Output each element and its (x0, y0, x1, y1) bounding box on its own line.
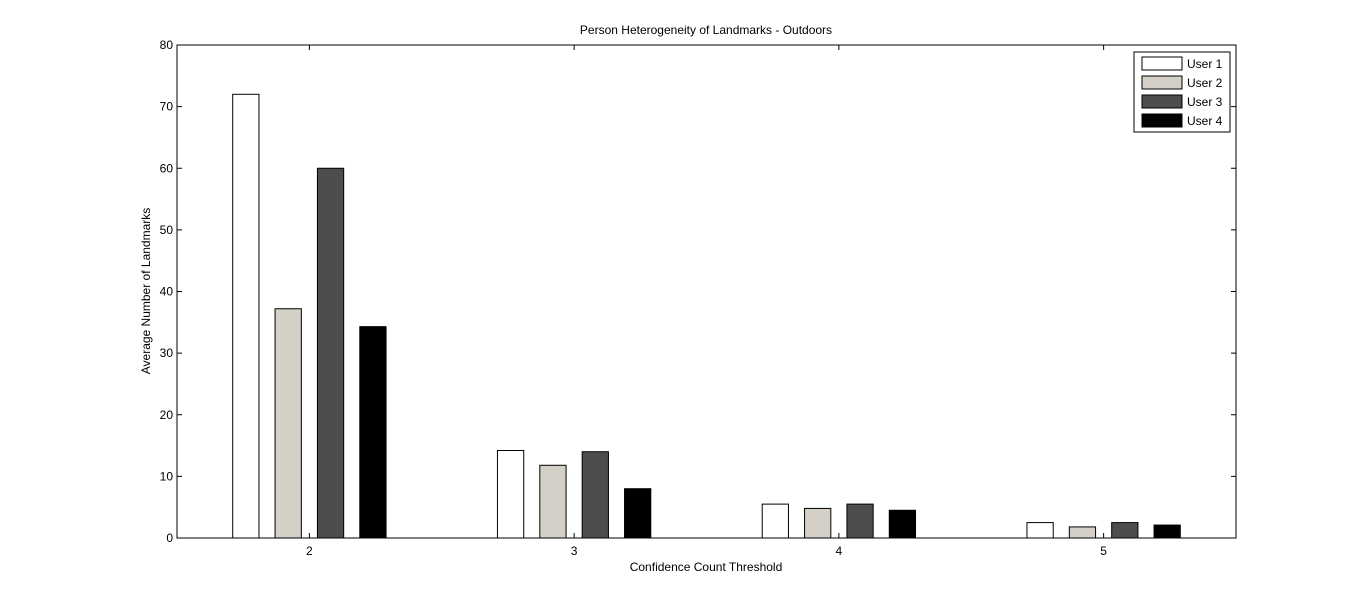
bar-user-4-3 (624, 488, 652, 539)
bar-user-2-5 (1068, 526, 1097, 539)
bars-group (232, 93, 1181, 539)
bar-user-1-5 (1026, 522, 1054, 539)
x-tick-label: 5 (1100, 544, 1107, 558)
bar-user-2-3 (539, 464, 567, 539)
x-axis-label: Confidence Count Threshold (630, 560, 783, 574)
y-tick-label: 70 (160, 100, 174, 114)
bar-user-2-4 (804, 507, 832, 539)
bar-user-1-3 (496, 449, 525, 539)
chart-title: Person Heterogeneity of Landmarks - Outd… (580, 23, 832, 37)
legend-label: User 4 (1187, 114, 1223, 128)
bar-user-4-2 (359, 326, 387, 539)
y-tick-label: 60 (160, 161, 174, 175)
y-tick-label: 40 (160, 285, 174, 299)
legend-label: User 1 (1187, 57, 1223, 71)
legend: User 1 User 2 User 3 User 4 (1133, 51, 1231, 133)
axis-ticks: 0 10 20 30 40 50 60 70 80 2 3 4 5 (160, 38, 1236, 558)
y-tick-label: 80 (160, 38, 174, 52)
legend-swatch (1141, 113, 1183, 128)
bar-user-3-2 (316, 167, 345, 539)
y-tick-label: 10 (160, 469, 174, 483)
x-tick-label: 2 (306, 544, 313, 558)
bar-user-1-4 (761, 503, 789, 539)
x-tick-label: 4 (836, 544, 843, 558)
x-tick-label: 3 (571, 544, 578, 558)
legend-swatch (1141, 94, 1183, 109)
bar-user-3-3 (581, 451, 609, 539)
y-tick-label: 0 (166, 531, 173, 545)
bar-user-3-4 (846, 503, 874, 539)
y-axis-label: Average Number of Landmarks (139, 208, 153, 375)
legend-label: User 2 (1187, 76, 1223, 90)
legend-swatch (1141, 56, 1183, 71)
y-tick-label: 30 (160, 346, 174, 360)
legend-label: User 3 (1187, 95, 1223, 109)
bar-user-4-5 (1153, 524, 1181, 539)
y-tick-label: 50 (160, 223, 174, 237)
bar-user-3-5 (1111, 522, 1139, 539)
bar-user-2-2 (274, 308, 302, 539)
bar-user-1-2 (232, 93, 260, 539)
y-tick-label: 20 (160, 408, 174, 422)
bar-user-4-4 (888, 509, 917, 539)
legend-swatch (1141, 75, 1183, 90)
